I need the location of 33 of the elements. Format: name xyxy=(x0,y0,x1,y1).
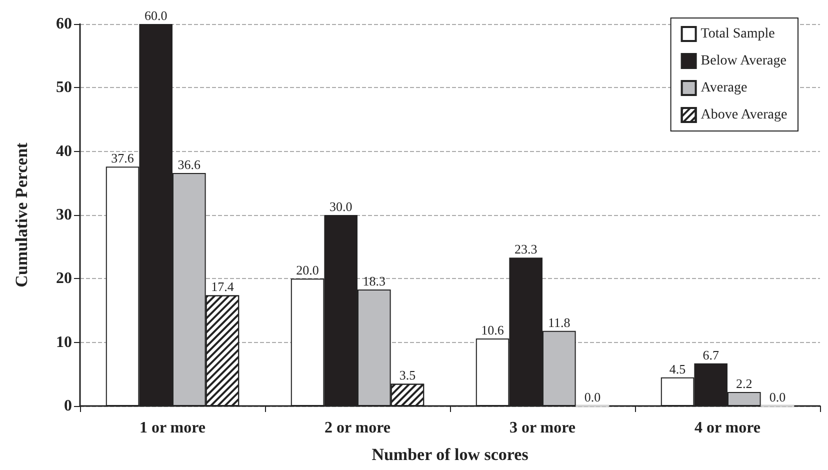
y-tick-label: 50 xyxy=(56,79,72,96)
legend-label: Below Average xyxy=(700,54,786,68)
data-label: 11.8 xyxy=(548,314,570,330)
legend-label: Total Sample xyxy=(700,26,775,42)
legend-label: Above Average xyxy=(700,108,788,122)
y-tick-label: 40 xyxy=(56,142,72,160)
y-tick-label: 0 xyxy=(64,398,72,414)
data-label: 23.3 xyxy=(514,242,538,257)
data-label: 60.0 xyxy=(144,8,168,23)
y-axis-title: Cumulative Percent xyxy=(12,142,31,288)
data-label: 17.4 xyxy=(211,279,234,294)
legend-label: Average xyxy=(700,80,748,96)
y-tick-label: 10 xyxy=(56,334,72,351)
data-label: 37.6 xyxy=(111,150,134,166)
data-label: 6.7 xyxy=(702,347,720,362)
x-tick-label: 4 or more xyxy=(694,420,761,436)
data-label: 4.5 xyxy=(669,361,686,376)
x-tick-label: 1 or more xyxy=(139,420,206,436)
data-label: 2.2 xyxy=(736,376,752,391)
data-label: 20.0 xyxy=(296,262,319,278)
x-tick-label: 2 or more xyxy=(324,420,391,436)
data-label: 36.6 xyxy=(178,156,202,172)
data-label: 30.0 xyxy=(329,199,352,214)
y-tick-label: 20 xyxy=(56,270,72,288)
y-tick-label: 30 xyxy=(56,206,72,224)
data-label: 18.3 xyxy=(362,273,386,288)
data-label: 10.6 xyxy=(481,322,504,338)
data-label: 0.0 xyxy=(769,390,786,404)
data-label: 3.5 xyxy=(399,368,416,383)
data-label: 0.0 xyxy=(584,390,601,404)
x-axis-title: Number of low scores xyxy=(372,445,529,464)
y-tick-label: 60 xyxy=(56,16,72,32)
x-tick-label: 3 or more xyxy=(509,420,576,436)
